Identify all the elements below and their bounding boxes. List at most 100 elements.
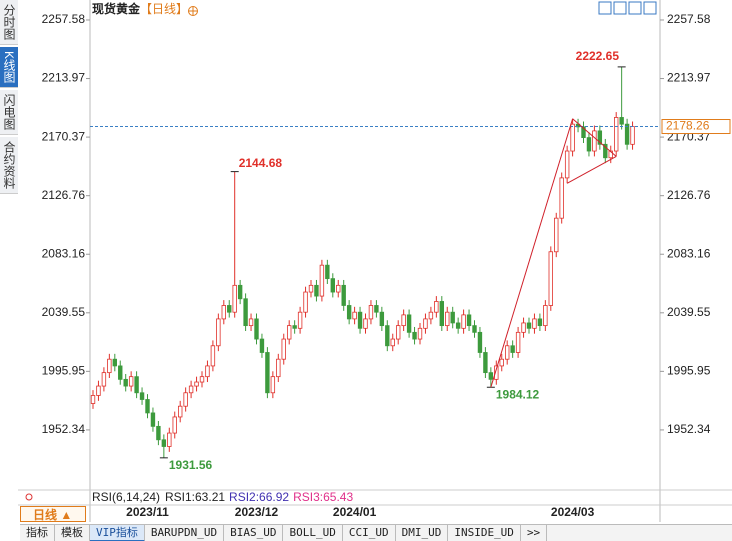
candle-body (608, 150, 613, 159)
candle-body (248, 318, 254, 327)
tool-button[interactable] (628, 1, 642, 15)
candle-body (205, 365, 210, 378)
candle-body (597, 130, 603, 145)
candle-body (259, 338, 265, 353)
candle-body (303, 291, 308, 313)
candle-body (254, 318, 259, 340)
candle-body (630, 126, 635, 145)
indicator-tab[interactable]: 指标 (20, 525, 55, 541)
y-tick-label: 2213.97 (42, 71, 86, 85)
candle-body (445, 311, 450, 327)
extreme-label: 1931.56 (169, 458, 213, 472)
side-tab[interactable]: 闪电图 (0, 90, 18, 136)
candle-body (96, 385, 101, 396)
candle-body (232, 284, 237, 313)
x-tick-label: 2024/03 (551, 505, 595, 519)
side-tab[interactable]: K线图 (0, 47, 18, 89)
indicator-tab[interactable]: >> (521, 525, 548, 541)
candle-body (161, 439, 167, 447)
indicator-tab[interactable]: BIAS_UD (224, 525, 284, 541)
candle-body (128, 376, 134, 387)
candle-body (412, 331, 417, 340)
candle-body (177, 405, 183, 418)
tool-button[interactable] (598, 1, 612, 15)
candle-body (292, 325, 297, 329)
side-tab[interactable]: 合约资料 (0, 137, 18, 195)
candle-body (286, 325, 292, 340)
candle-body (199, 376, 205, 383)
candle-body (90, 395, 96, 404)
y-tick-label: 2213.97 (667, 71, 711, 85)
y-tick-label: 2126.76 (667, 188, 711, 202)
tool-button[interactable] (613, 1, 627, 15)
candle-body (281, 338, 286, 360)
trend-line (490, 118, 574, 388)
candle-body (172, 416, 177, 434)
settings-icon[interactable] (25, 493, 33, 501)
candle-body (423, 318, 428, 329)
candle-body (325, 264, 330, 280)
indicator-tab[interactable]: CCI_UD (343, 525, 396, 541)
y-tick-label: 2257.58 (667, 12, 711, 26)
candle-body (221, 305, 226, 320)
candle-body (379, 311, 385, 327)
indicator-tab[interactable]: VIP指标 (90, 525, 145, 541)
last-price-box (661, 119, 731, 135)
extreme-label: 2144.68 (239, 156, 283, 170)
candle-body (188, 385, 194, 394)
candle-body (194, 381, 199, 387)
candle-body (455, 322, 461, 329)
sidebar: 分时图 K线图 闪电图 合约资料 (0, 0, 18, 195)
candle-body (532, 318, 537, 329)
candle-body (537, 318, 543, 327)
indicator-tab[interactable]: INSIDE_UD (448, 525, 521, 541)
period-button[interactable]: 日线 ▲ (20, 506, 86, 522)
trend-line (572, 118, 617, 157)
candle-body (276, 358, 281, 378)
y-tick-label: 2126.76 (42, 188, 86, 202)
candle-body (434, 301, 439, 313)
indicator-tab[interactable]: DMI_UD (396, 525, 449, 541)
indicator-value: RSI2:66.92 (229, 490, 289, 504)
candle-body (210, 345, 216, 367)
candle-body (564, 150, 570, 179)
y-tick-label: 1952.34 (667, 422, 711, 436)
candle-body (472, 325, 477, 333)
candle-body (139, 392, 145, 400)
candle-body (341, 284, 346, 306)
candle-body (619, 117, 624, 125)
candle-body (483, 352, 488, 374)
candle-body (488, 372, 494, 380)
candle-body (308, 284, 314, 293)
y-tick-label: 2170.37 (42, 129, 86, 143)
tool-button[interactable] (643, 1, 657, 15)
indicator-tab[interactable]: BOLL_UD (283, 525, 343, 541)
candle-body (543, 305, 548, 327)
candle-body (150, 412, 156, 427)
side-tab[interactable]: 分时图 (0, 0, 18, 45)
chart-title: 现货黄金 (92, 1, 141, 16)
candle-body (237, 284, 243, 300)
candle-body (614, 117, 619, 152)
candle-body (183, 392, 188, 407)
candle-body (101, 372, 107, 387)
x-tick-label: 2024/01 (333, 505, 377, 519)
y-tick-label: 2039.55 (667, 305, 711, 319)
candle-body (336, 284, 341, 293)
indicator-value: RSI3:65.43 (293, 490, 353, 504)
x-tick-label: 2023/12 (235, 505, 279, 519)
candle-body (510, 345, 515, 353)
candle-body (374, 305, 379, 313)
candle-body (466, 314, 472, 327)
indicator-tab[interactable]: 模板 (55, 525, 90, 541)
candle-body (504, 345, 510, 360)
indicator-tab[interactable]: BARUPDN_UD (145, 525, 225, 541)
candle-body (461, 314, 466, 329)
toolbar (598, 1, 657, 15)
candle-body (243, 298, 248, 327)
candle-body (515, 331, 521, 353)
candle-body (314, 284, 319, 297)
trend-line (566, 155, 617, 184)
add-icon[interactable] (188, 6, 198, 16)
